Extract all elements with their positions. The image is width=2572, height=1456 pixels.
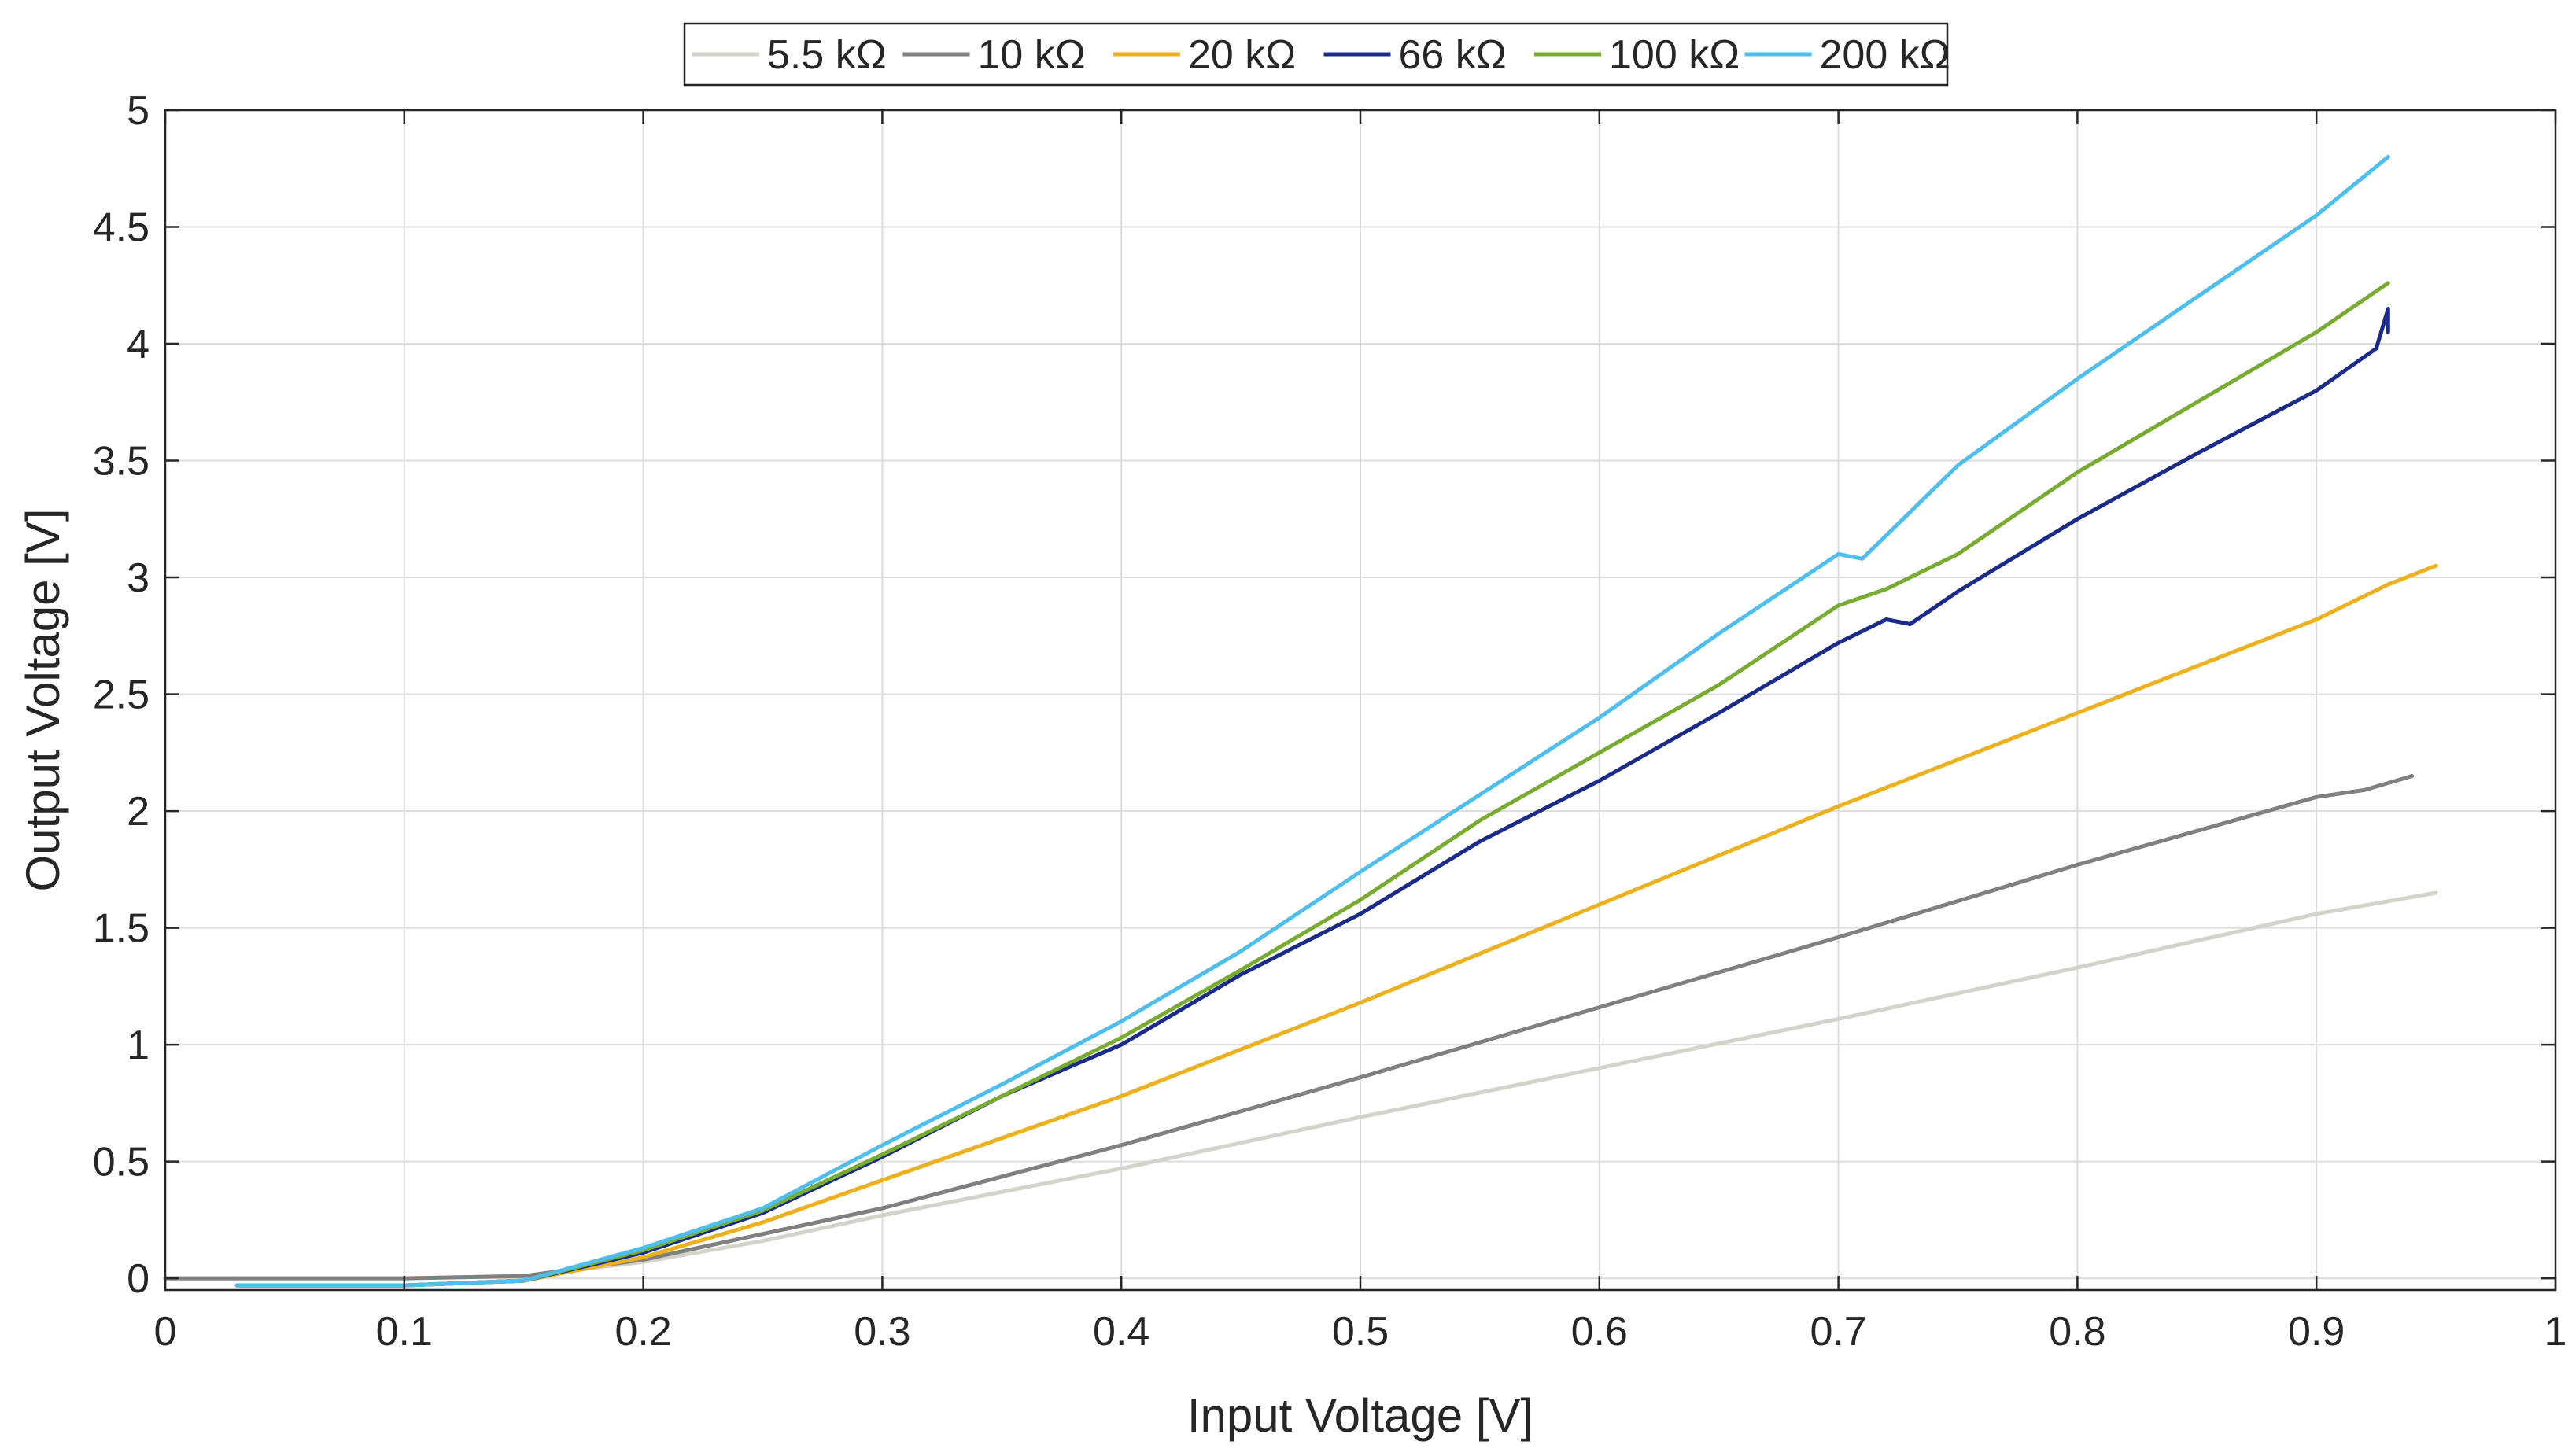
series-line-4 bbox=[234, 281, 2390, 1288]
legend-label-1: 10 kΩ bbox=[978, 32, 1086, 78]
x-tick-label: 0 bbox=[154, 1309, 177, 1355]
legend-label-3: 66 kΩ bbox=[1399, 32, 1507, 78]
x-axis-title: Input Voltage [V] bbox=[1187, 1389, 1533, 1442]
x-tick-label: 0.7 bbox=[1810, 1309, 1866, 1355]
x-tick-label: 0.8 bbox=[2049, 1309, 2105, 1355]
y-tick-label: 4.5 bbox=[93, 205, 149, 251]
x-tick-label: 1 bbox=[2544, 1309, 2567, 1355]
y-tick-label: 3.5 bbox=[93, 439, 149, 485]
y-tick-label: 3 bbox=[127, 555, 149, 601]
x-tick-label: 0.5 bbox=[1332, 1309, 1389, 1355]
series-line-3 bbox=[234, 307, 2390, 1288]
x-tick-label: 0.9 bbox=[2288, 1309, 2345, 1355]
y-tick-label: 1.5 bbox=[93, 906, 149, 952]
x-tick-labels: 0 0.1 0.2 0.3 0.4 0.5 0.6 0.7 0.8 0.9 1 bbox=[154, 1309, 2567, 1355]
y-tick-label: 0 bbox=[127, 1256, 149, 1302]
x-tick-label: 0.2 bbox=[614, 1309, 671, 1355]
x-tick-label: 0.6 bbox=[1571, 1309, 1628, 1355]
x-tick-label: 0.1 bbox=[376, 1309, 433, 1355]
y-tick-label: 5 bbox=[127, 88, 149, 134]
legend-label-2: 20 kΩ bbox=[1188, 32, 1296, 78]
legend-items: 5.5 kΩ 10 kΩ 20 kΩ 66 kΩ 100 kΩ 200 kΩ bbox=[692, 32, 1950, 78]
y-tick-label: 2 bbox=[127, 789, 149, 835]
series-lines bbox=[163, 154, 2438, 1288]
series-line-5 bbox=[234, 154, 2390, 1288]
x-tick-label: 0.4 bbox=[1093, 1309, 1149, 1355]
y-axis-title: Output Voltage [V] bbox=[17, 508, 69, 891]
y-tick-label: 0.5 bbox=[93, 1140, 149, 1185]
y-tick-label: 1 bbox=[127, 1023, 149, 1068]
y-tick-label: 4 bbox=[127, 322, 149, 367]
x-tick-label: 0.3 bbox=[854, 1309, 910, 1355]
y-tick-label: 2.5 bbox=[93, 673, 149, 718]
legend: 5.5 kΩ 10 kΩ 20 kΩ 66 kΩ 100 kΩ 200 kΩ bbox=[683, 22, 1950, 87]
legend-box bbox=[683, 22, 1949, 87]
legend-label-5: 200 kΩ bbox=[1820, 32, 1950, 78]
tick-marks bbox=[164, 109, 2557, 1290]
legend-label-4: 100 kΩ bbox=[1609, 32, 1740, 78]
plot-area bbox=[163, 109, 2557, 1292]
y-tick-labels: 0 0.5 1 1.5 2 2.5 3 3.5 4 4.5 5 bbox=[93, 88, 149, 1302]
legend-label-0: 5.5 kΩ bbox=[767, 32, 887, 78]
